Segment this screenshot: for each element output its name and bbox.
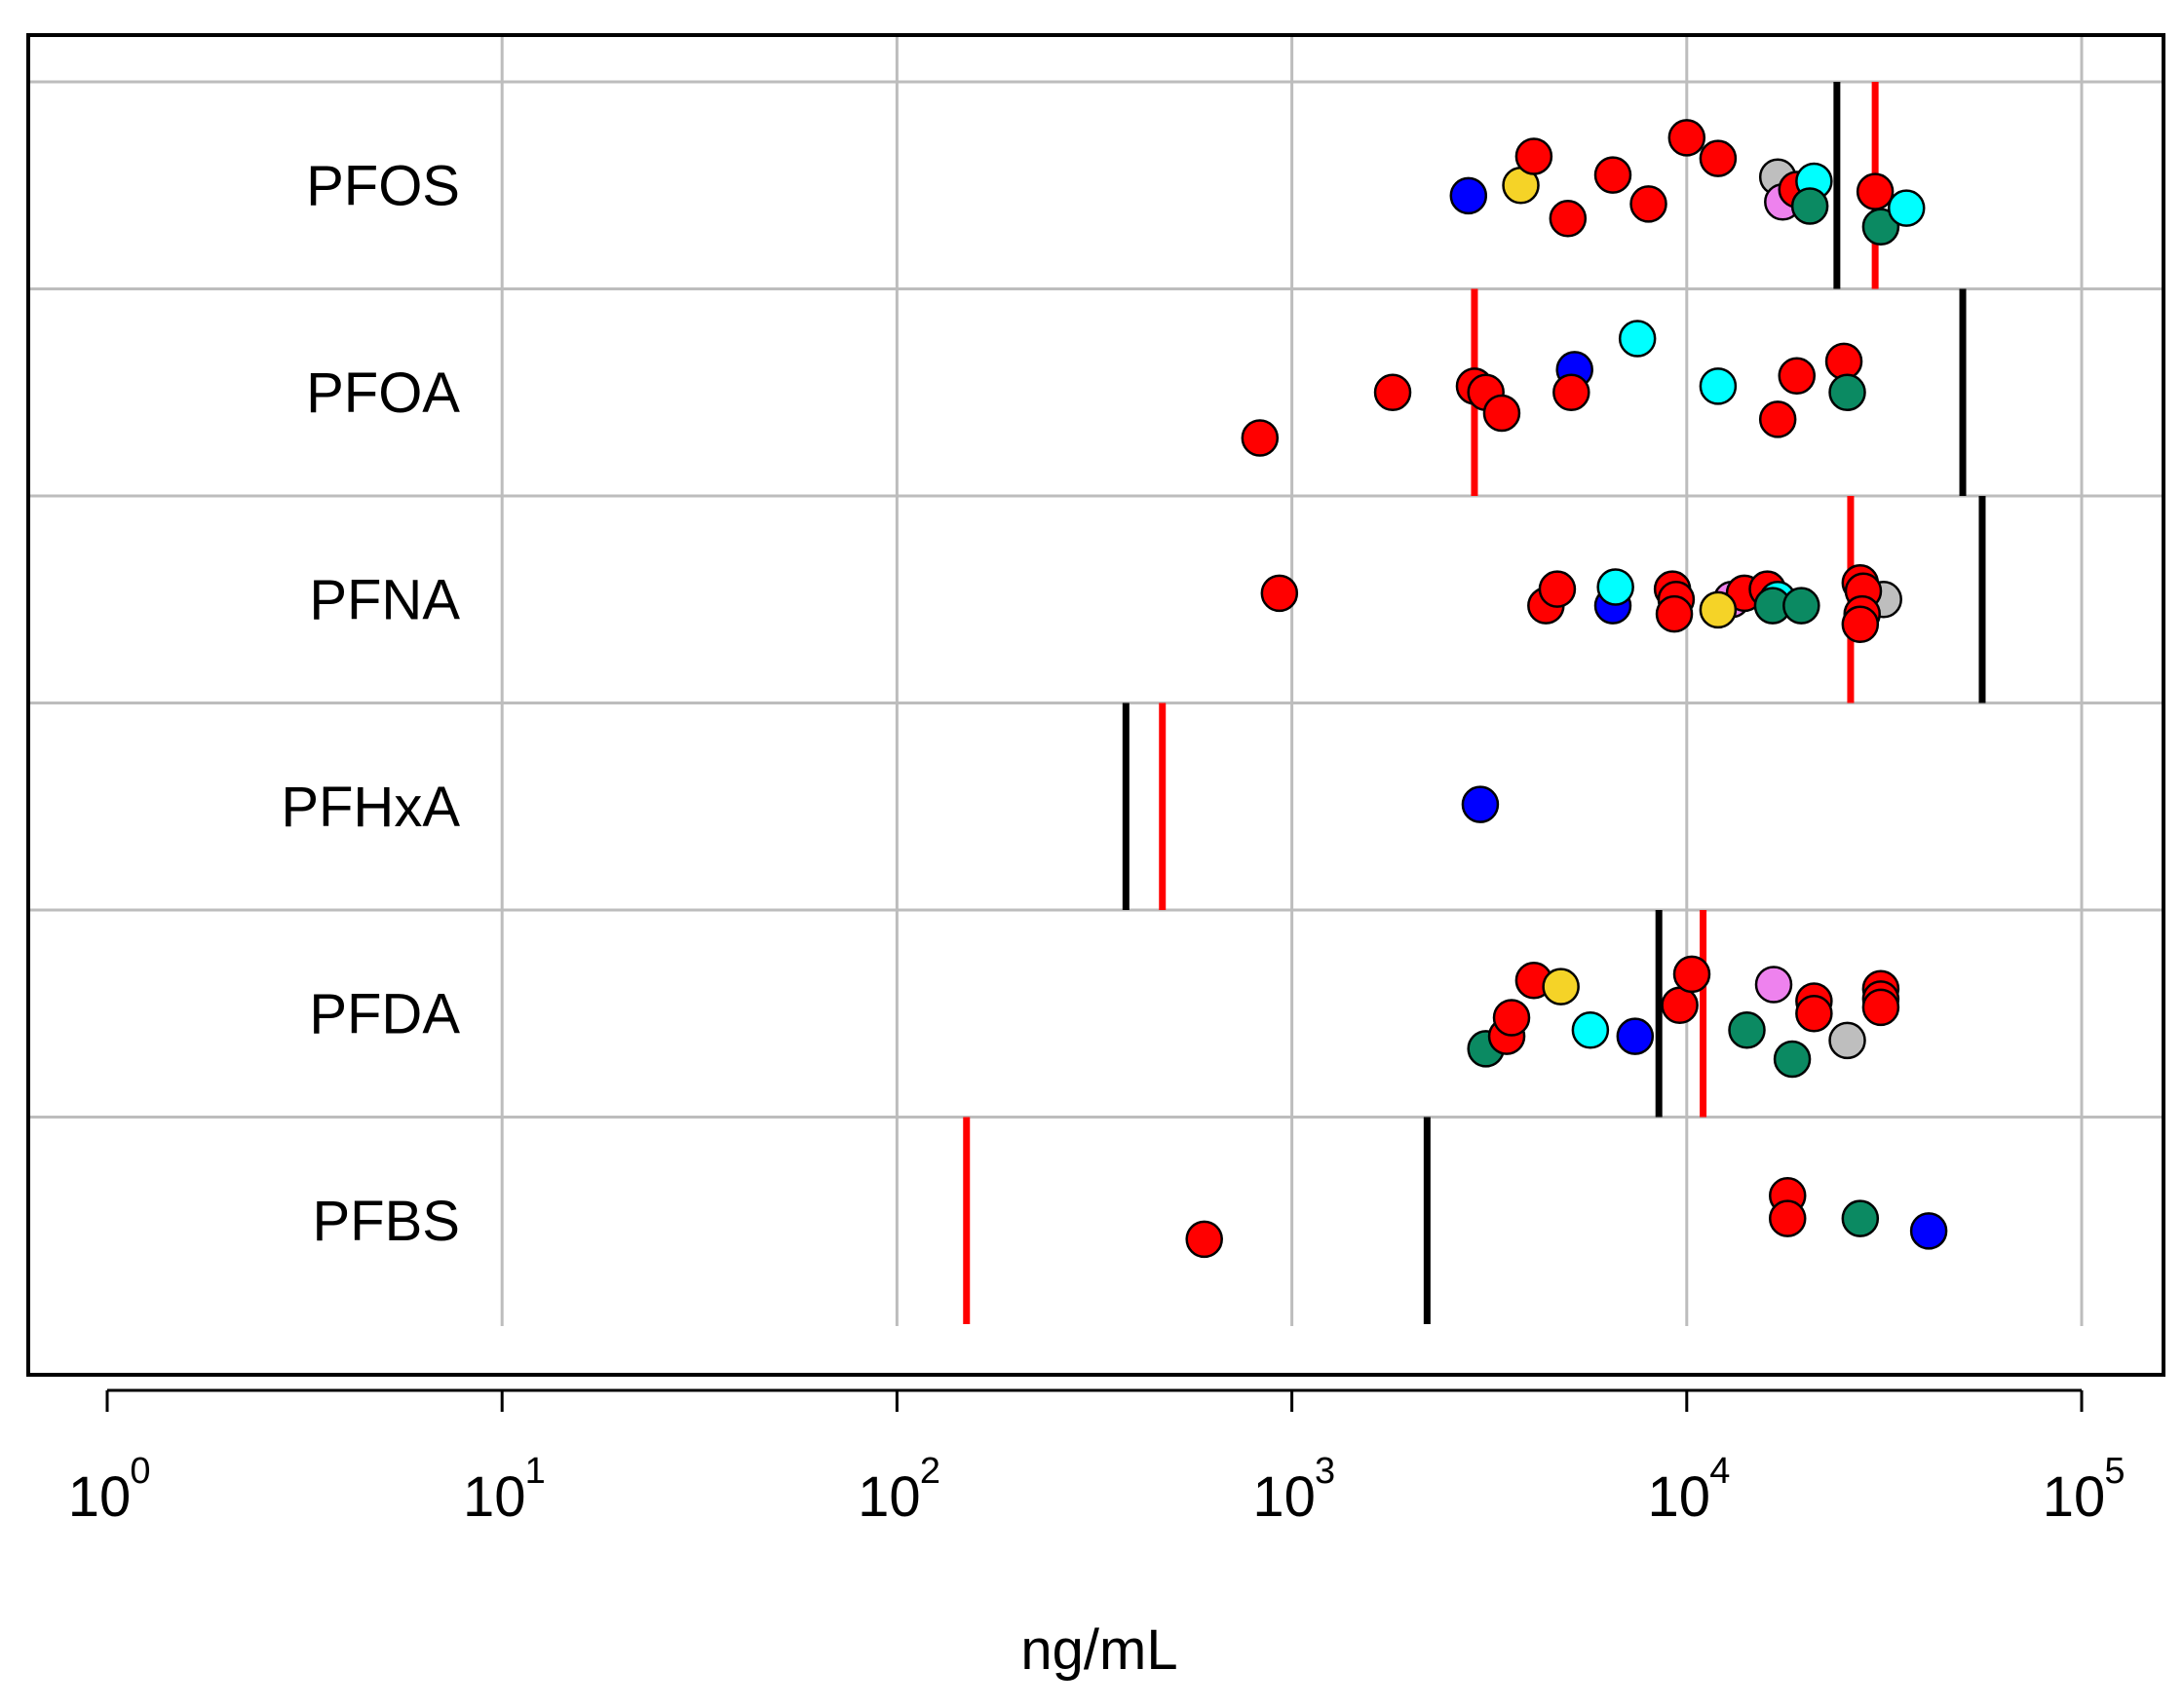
data-point [1824, 342, 1863, 381]
data-points [1185, 119, 1948, 1259]
x-tick-label: 10 0 [68, 1451, 151, 1529]
data-point [1909, 1212, 1948, 1250]
data-point [1629, 185, 1667, 223]
data-point [1492, 999, 1531, 1037]
data-point [1538, 570, 1577, 608]
x-tick-base: 10 [1252, 1465, 1316, 1529]
data-point [1841, 605, 1880, 643]
data-point [1861, 988, 1900, 1027]
data-point [1773, 1040, 1812, 1079]
data-point [1828, 373, 1866, 411]
data-point [1373, 373, 1412, 411]
data-point [1482, 394, 1521, 433]
category-label: PFOA [306, 361, 460, 425]
x-tick-exponent: 5 [2104, 1451, 2125, 1492]
data-point [1758, 400, 1797, 438]
data-point [1699, 590, 1738, 629]
category-label: PFNA [309, 568, 460, 631]
x-tick-base: 10 [2043, 1465, 2106, 1529]
plot-frame [26, 33, 2165, 1377]
x-tick-exponent: 1 [525, 1451, 546, 1492]
data-point [1782, 587, 1820, 625]
data-point [1542, 968, 1580, 1006]
data-point [1593, 156, 1632, 194]
x-tick-exponent: 2 [920, 1451, 940, 1492]
x-tick-base: 10 [1648, 1465, 1711, 1529]
data-point [1672, 955, 1711, 994]
plot-background [28, 35, 2164, 1375]
data-point [1754, 966, 1793, 1004]
data-point [1790, 187, 1829, 225]
x-tick-exponent: 3 [1315, 1451, 1335, 1492]
horizontal-gridlines [28, 80, 2164, 1119]
vertical-gridlines [500, 35, 2084, 1326]
data-point [1856, 172, 1895, 210]
x-axis-title: ng/mL [1020, 1618, 1177, 1682]
x-tick-exponent: 0 [130, 1451, 150, 1492]
data-point [1461, 785, 1500, 823]
data-point [1728, 1011, 1766, 1049]
data-point [1241, 419, 1280, 457]
data-point [1841, 1199, 1880, 1237]
data-point [1795, 995, 1833, 1033]
data-point [1778, 357, 1817, 395]
data-point [1571, 1011, 1610, 1049]
x-tick-base: 10 [68, 1465, 132, 1529]
x-axis: 10 0 10 1 10 2 10 3 10 4 10 5 [68, 1388, 2126, 1529]
x-tick-base: 10 [858, 1465, 921, 1529]
data-point [1699, 139, 1738, 177]
data-point [1260, 574, 1299, 613]
data-point [1596, 568, 1634, 606]
data-point [1768, 1199, 1807, 1237]
data-point [1661, 986, 1699, 1024]
data-point [1616, 1017, 1655, 1055]
data-point [1552, 373, 1590, 411]
x-tick-base: 10 [463, 1465, 526, 1529]
x-tick-label: 10 5 [2043, 1451, 2126, 1529]
data-point [1699, 367, 1738, 405]
category-labels: PFOS PFOA PFNA PFHxA PFDA PFBS [281, 154, 460, 1253]
data-point [1449, 176, 1488, 215]
x-tick-label: 10 4 [1648, 1451, 1731, 1529]
category-label: PFOS [306, 154, 460, 217]
data-point [1618, 320, 1657, 358]
x-tick-exponent: 4 [1709, 1451, 1730, 1492]
data-point [1655, 594, 1694, 633]
data-point [1828, 1021, 1866, 1060]
data-point [1861, 208, 1900, 246]
category-label: PFBS [313, 1190, 461, 1253]
data-point [1185, 1220, 1223, 1259]
data-point [1667, 119, 1706, 157]
category-label: PFDA [309, 982, 460, 1045]
data-point [1887, 189, 1926, 227]
category-label: PFHxA [281, 776, 460, 839]
x-tick-label: 10 1 [463, 1451, 546, 1529]
x-tick-label: 10 2 [858, 1451, 940, 1529]
data-point [1549, 200, 1588, 238]
data-point [1514, 137, 1553, 175]
x-tick-label: 10 3 [1252, 1451, 1335, 1529]
